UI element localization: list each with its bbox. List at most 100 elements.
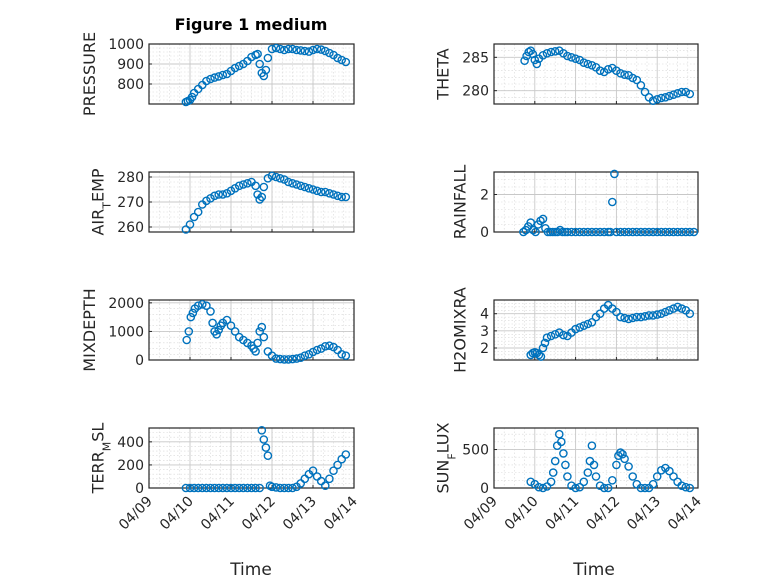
data-point <box>251 347 260 356</box>
data-point <box>652 95 662 104</box>
data-point <box>657 465 666 475</box>
data-point <box>628 227 638 237</box>
y-axis-label: PRESSURE <box>80 32 99 116</box>
data-point <box>685 89 695 99</box>
data-point <box>542 49 552 58</box>
data-point <box>341 450 351 459</box>
data-point <box>257 192 267 202</box>
data-point <box>304 349 314 359</box>
data-point <box>243 178 252 188</box>
data-point <box>681 87 691 97</box>
data-point <box>325 48 334 58</box>
data-point <box>210 191 219 201</box>
data-point <box>206 74 215 84</box>
data-point <box>320 481 330 491</box>
data-point <box>546 331 556 341</box>
y-axis-label: AIRTEMP <box>89 168 114 235</box>
data-point <box>214 483 223 493</box>
data-point <box>657 309 666 319</box>
x-tick-label: 04/11 <box>543 494 583 534</box>
y-axis-label: RAINFALL <box>451 165 470 240</box>
data-point <box>652 227 662 237</box>
data-point <box>218 483 228 493</box>
axes-frame <box>493 427 699 489</box>
data-point <box>251 483 260 493</box>
data-point <box>669 90 678 99</box>
data-point <box>689 227 699 237</box>
data-point <box>677 87 687 97</box>
data-point <box>316 187 326 197</box>
data-point <box>685 483 695 493</box>
data-point <box>300 46 310 56</box>
data-point <box>296 46 306 55</box>
data-point <box>579 227 589 237</box>
data-point <box>620 70 629 79</box>
data-point <box>603 483 613 493</box>
data-point <box>288 354 297 364</box>
data-point <box>243 483 252 493</box>
data-point <box>620 313 629 323</box>
data-point <box>279 45 289 55</box>
data-point <box>247 483 256 493</box>
data-point <box>218 70 228 80</box>
data-point <box>571 54 580 64</box>
data-point <box>202 483 211 493</box>
x-tick-label: 04/14 <box>321 493 361 533</box>
data-point <box>624 462 633 471</box>
y-tick-label: 0 <box>480 225 489 241</box>
data-point <box>320 187 330 197</box>
x-tick-label: 04/09 <box>116 494 156 534</box>
data-point <box>587 227 597 237</box>
data-point <box>665 466 674 476</box>
subplot-sunflux: 04/09 04/10 04/11 04/12 04/13 04/14 0 500SUNFLU… <box>434 422 705 533</box>
data-point <box>669 472 678 481</box>
data-point <box>234 61 244 71</box>
x-tick-label: 04/11 <box>198 494 238 534</box>
data-point <box>312 345 322 355</box>
data-point <box>616 69 625 78</box>
data-point <box>312 44 322 54</box>
data-point <box>560 227 570 237</box>
y-tick-label: 4 <box>480 307 489 323</box>
data-point <box>567 227 576 237</box>
data-point <box>610 169 619 179</box>
data-point <box>557 437 566 447</box>
subplot-terrmsl: 04/09 04/10 04/11 04/12 04/13 04/14 0 200 400TER… <box>89 423 361 534</box>
data-point <box>591 472 601 481</box>
data-point <box>284 355 293 364</box>
data-point <box>519 227 528 237</box>
x-tick-label: 04/09 <box>461 494 501 534</box>
data-point <box>563 227 572 237</box>
data-point <box>524 47 534 57</box>
data-point <box>333 53 342 63</box>
data-point <box>253 49 262 59</box>
data-point <box>673 227 682 237</box>
data-point <box>603 65 613 74</box>
data-point <box>288 44 297 54</box>
data-point <box>575 482 585 492</box>
data-point <box>184 327 194 336</box>
subplot-h2omixra: 234 H2OMIXRA <box>451 287 699 373</box>
data-point <box>187 92 197 102</box>
data-point <box>548 468 558 477</box>
data-point <box>673 302 682 312</box>
data-point <box>325 188 334 198</box>
data-point <box>612 307 621 317</box>
data-point <box>193 207 203 217</box>
y-tick-label: 270 <box>117 195 144 211</box>
data-point <box>296 181 306 191</box>
data-point <box>632 312 642 322</box>
data-point <box>542 333 552 343</box>
data-point <box>337 454 347 464</box>
data-point <box>661 93 670 102</box>
data-point <box>214 190 223 199</box>
data-point <box>640 311 650 321</box>
data-point <box>197 483 207 493</box>
y-tick-label: 260 <box>117 220 144 236</box>
data-point <box>308 185 318 194</box>
y-axis-label: THETA <box>434 48 453 100</box>
data-point <box>186 312 196 322</box>
data-point <box>661 227 670 237</box>
data-point <box>583 319 593 329</box>
